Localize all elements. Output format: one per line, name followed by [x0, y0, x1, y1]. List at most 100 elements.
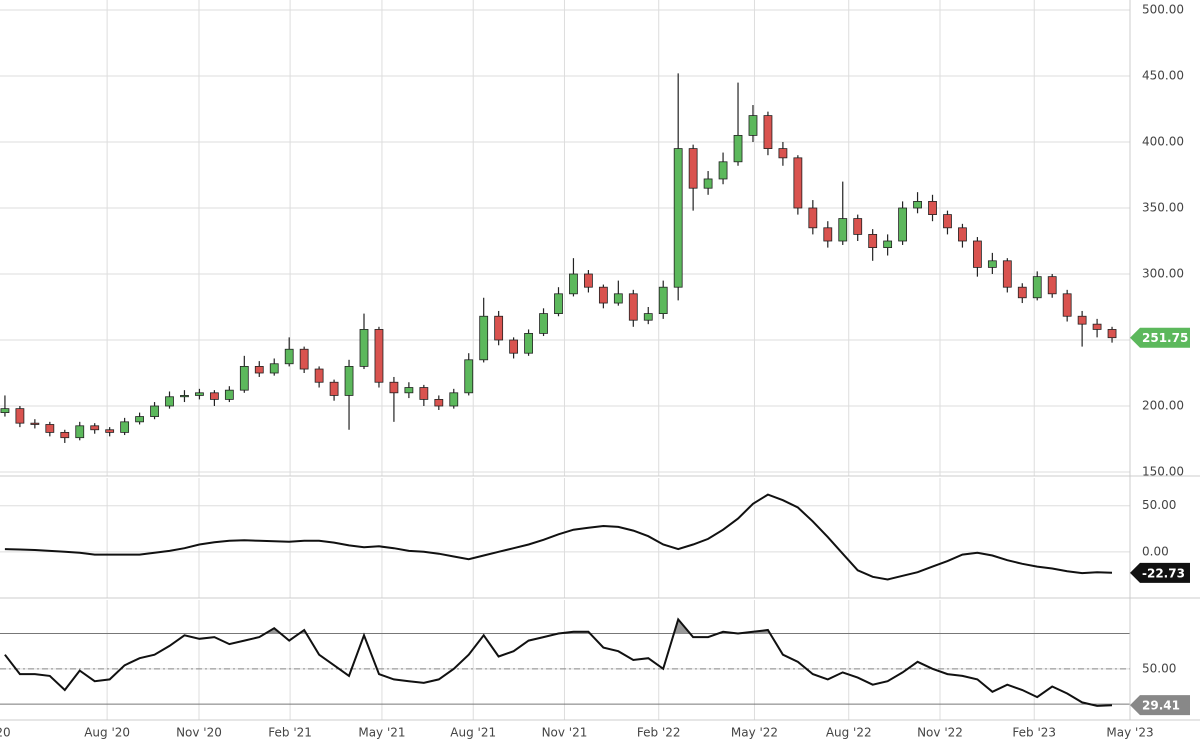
x-tick-label: Nov '21	[542, 726, 588, 740]
candle-body	[195, 392, 204, 396]
last-value-tag	[1130, 327, 1190, 348]
x-tick-label: Feb '21	[268, 726, 312, 740]
candle-body	[254, 365, 264, 374]
y-tick-label: 350.00	[1142, 201, 1184, 215]
last-value-label: -22.73	[1142, 566, 1185, 580]
candle-body	[0, 408, 10, 414]
candle-body	[628, 293, 638, 321]
candle-body	[419, 387, 429, 400]
x-tick-label: Aug '20	[84, 726, 130, 740]
candle-body	[883, 240, 893, 248]
candle-body	[180, 395, 189, 398]
candle-body	[75, 425, 85, 439]
candle-body	[344, 365, 354, 396]
y-tick-label: 50.00	[1142, 661, 1176, 675]
last-value-tag	[1130, 695, 1190, 716]
candle-body	[673, 148, 683, 288]
candle-body	[987, 260, 997, 268]
candle-body	[853, 218, 863, 235]
candle-body	[823, 227, 833, 242]
candle-body	[898, 207, 907, 242]
candle-body	[389, 381, 399, 394]
candle-body	[224, 389, 234, 400]
candle-body	[793, 157, 803, 209]
candle-body	[1017, 286, 1027, 299]
candle-body	[299, 348, 309, 370]
candle-body	[479, 315, 489, 361]
candle-body	[494, 315, 504, 341]
candle-body	[135, 416, 144, 423]
y-tick-label: 450.00	[1142, 69, 1184, 83]
candle-body	[105, 429, 115, 433]
candle-body	[1047, 276, 1057, 295]
candle-body	[509, 339, 519, 354]
last-value-tag	[1130, 562, 1190, 583]
last-value-label: 251.75	[1142, 331, 1188, 345]
y-tick-label: 50.00	[1142, 498, 1176, 512]
x-tick-label: Aug '22	[826, 726, 872, 740]
x-tick-label: May '22	[731, 726, 778, 740]
y-tick-label: 0.00	[1142, 544, 1169, 558]
y-tick-label: 200.00	[1142, 399, 1184, 413]
candle-body	[120, 421, 130, 433]
candle-body	[90, 425, 100, 431]
candle-body	[359, 329, 369, 367]
y-tick-label: 300.00	[1142, 267, 1184, 281]
candle-body	[718, 161, 728, 180]
candle-body	[569, 273, 578, 295]
indicator-line	[4, 493, 1113, 581]
candle-body	[1107, 329, 1117, 339]
candle-body	[972, 240, 982, 268]
candle-body	[45, 424, 55, 433]
y-tick-label: 500.00	[1142, 3, 1184, 17]
x-tick-label: May '23	[1106, 726, 1153, 740]
candle-body	[658, 286, 668, 315]
candle-body	[404, 387, 414, 394]
candle-body	[1092, 323, 1102, 330]
y-tick-label: 150.00	[1142, 465, 1184, 479]
candle-body	[868, 233, 878, 248]
candle-body	[209, 392, 219, 400]
candle-body	[613, 293, 623, 304]
candle-body	[150, 405, 159, 417]
candle-body	[554, 293, 563, 314]
candle-body	[434, 398, 444, 407]
candle-body	[913, 200, 922, 209]
candle-body	[733, 134, 743, 163]
candle-body	[1077, 315, 1087, 325]
x-tick-label: Feb '23	[1012, 726, 1056, 740]
candle-body	[748, 115, 758, 136]
marks	[0, 73, 1117, 707]
candle-body	[778, 148, 788, 159]
candle-body	[584, 273, 593, 288]
candle-body	[464, 359, 474, 394]
candle-body	[1002, 260, 1012, 288]
candle-body	[314, 368, 324, 383]
candle-body	[329, 381, 339, 396]
candle-body	[284, 348, 294, 365]
candle-body	[165, 396, 174, 407]
candle-body	[838, 218, 848, 242]
candle-body	[15, 408, 25, 424]
y-tick-label: 400.00	[1142, 135, 1184, 149]
candle-body	[30, 422, 40, 425]
candle-body	[703, 178, 713, 189]
x-tick-label: May '20	[0, 726, 11, 740]
candle-body	[60, 431, 70, 439]
x-tick-label: Feb '22	[637, 726, 681, 740]
candle-body	[598, 286, 608, 304]
x-tick-label: Nov '22	[917, 726, 963, 740]
candle-body	[524, 332, 533, 354]
x-tick-label: Nov '20	[176, 726, 222, 740]
candle-body	[239, 365, 249, 391]
grid	[0, 0, 1130, 720]
candle-body	[1062, 293, 1072, 317]
overbought-area	[4, 619, 1113, 634]
candle-body	[1032, 276, 1042, 299]
candle-body	[958, 227, 967, 242]
x-tick-label: May '21	[358, 726, 405, 740]
candle-body	[943, 214, 952, 229]
candle-body	[374, 329, 384, 383]
candle-body	[928, 200, 937, 215]
